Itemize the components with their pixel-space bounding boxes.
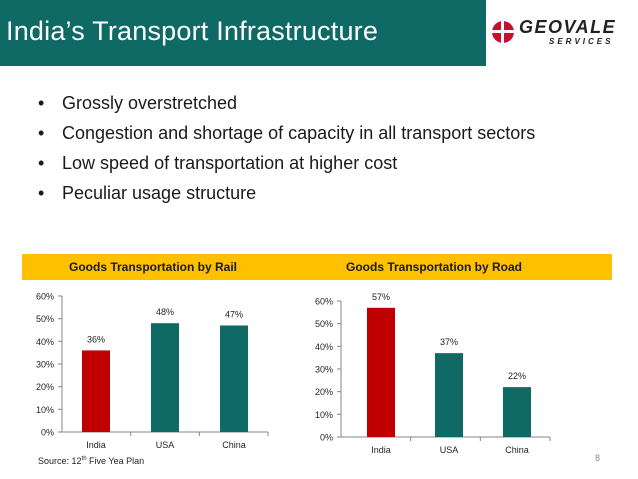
bullet-item: Peculiar usage structure <box>38 178 535 208</box>
x-tick-label: India <box>86 440 106 450</box>
y-tick-label: 30% <box>36 360 54 370</box>
page-number: 8 <box>595 453 601 463</box>
y-tick-label: 10% <box>36 405 54 415</box>
data-label: 48% <box>156 307 174 317</box>
geovale-logo: GEOVALE SERVICES <box>491 17 616 46</box>
y-tick-label: 50% <box>315 319 333 329</box>
data-label: 22% <box>508 371 526 381</box>
y-tick-label: 0% <box>320 433 333 443</box>
road-chart-title: Goods Transportation by Road <box>346 260 523 274</box>
y-tick-label: 20% <box>36 382 54 392</box>
chart-title-band <box>22 254 612 280</box>
y-tick-label: 20% <box>315 387 333 397</box>
bar-usa <box>435 353 463 437</box>
x-tick-label: India <box>371 445 391 455</box>
x-tick-label: China <box>505 445 529 455</box>
bullet-item: Congestion and shortage of capacity in a… <box>38 118 535 148</box>
data-label: 37% <box>440 337 458 347</box>
y-tick-label: 0% <box>41 428 54 438</box>
bullet-item: Low speed of transportation at higher co… <box>38 148 535 178</box>
rail-chart-title: Goods Transportation by Rail <box>69 260 238 274</box>
x-tick-label: China <box>222 440 246 450</box>
y-tick-label: 60% <box>36 292 54 302</box>
bar-usa <box>151 323 179 432</box>
source-note: Source: 12th Five Yea Plan <box>38 456 145 466</box>
logo-subtext: SERVICES <box>549 37 613 46</box>
slide-title: India’s Transport Infrastructure <box>6 16 379 46</box>
bar-india <box>367 307 395 437</box>
x-tick-label: USA <box>156 440 175 450</box>
y-tick-label: 30% <box>315 365 333 375</box>
x-tick-label: USA <box>440 445 459 455</box>
y-tick-label: 10% <box>315 410 333 420</box>
bullet-list: Grossly overstretched Congestion and sho… <box>38 88 535 208</box>
bullet-item: Grossly overstretched <box>38 88 535 118</box>
y-tick-label: 60% <box>315 297 333 307</box>
logo-text: GEOVALE <box>519 17 616 37</box>
bar-china <box>220 325 248 432</box>
bar-india <box>82 350 110 432</box>
title-bar <box>0 0 486 66</box>
data-label: 47% <box>225 309 243 319</box>
y-tick-label: 50% <box>36 314 54 324</box>
data-label: 57% <box>372 292 390 302</box>
bar-china <box>503 387 531 437</box>
y-tick-label: 40% <box>36 337 54 347</box>
y-tick-label: 40% <box>315 342 333 352</box>
data-label: 36% <box>87 334 105 344</box>
